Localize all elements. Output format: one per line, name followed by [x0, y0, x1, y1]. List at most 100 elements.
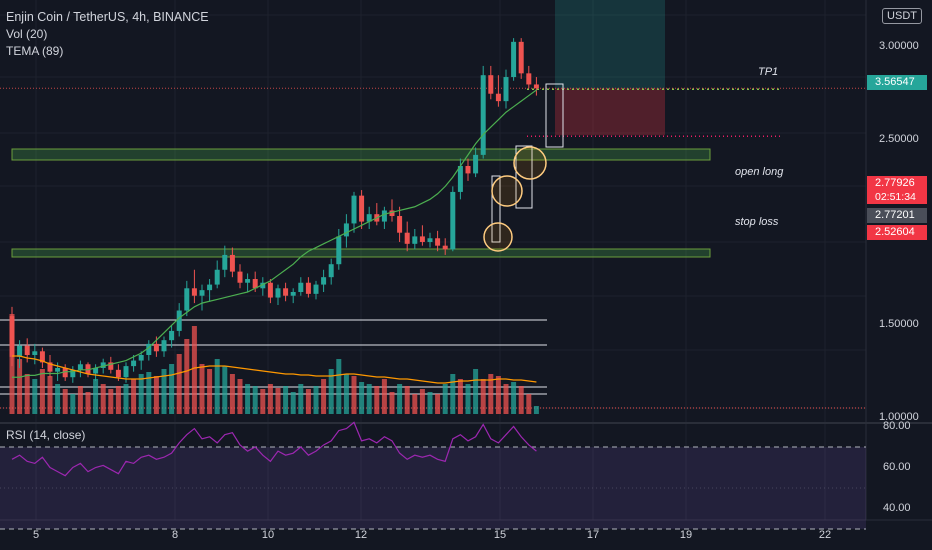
candle-body [442, 245, 448, 250]
volume-bar [32, 379, 38, 414]
volume-bar [480, 379, 486, 414]
stop-price-tag: 2.52604 [867, 225, 927, 240]
candle-body [191, 288, 197, 296]
candle-body [138, 354, 144, 361]
tp-price-tag: 3.56547 [867, 75, 927, 90]
time-tick-label: 10 [261, 529, 275, 541]
volume-ma-line [12, 355, 537, 384]
candle-body [533, 84, 539, 89]
candle-body [267, 282, 273, 298]
volume-bar [526, 394, 532, 414]
volume-bar [518, 386, 524, 414]
time-tick-label: 22 [818, 529, 832, 541]
volume-bar [199, 364, 205, 414]
currency-button[interactable]: USDT [882, 8, 922, 24]
stop-loss-label: stop loss [735, 216, 779, 228]
candlesticks [9, 38, 539, 383]
candle-body [305, 282, 311, 294]
candle-body [397, 216, 403, 233]
candle-body [450, 191, 456, 250]
candle-body [321, 277, 327, 285]
volume-bar [511, 382, 517, 414]
volume-bar [412, 394, 418, 414]
volume-bar [343, 374, 349, 414]
candle-body [70, 369, 76, 378]
candle-body [47, 362, 53, 372]
candle-body [465, 165, 471, 174]
volume-bar [450, 374, 456, 414]
volume-bar [321, 379, 327, 414]
projection-box [491, 175, 501, 243]
volume-bar [419, 389, 425, 414]
symbol-title[interactable]: Enjin Coin / TetherUS, 4h, BINANCE [6, 10, 209, 24]
candle-body [199, 290, 205, 296]
volume-bar [381, 379, 387, 414]
candle-body [153, 343, 159, 352]
volume-bar [359, 382, 365, 414]
candle-body [77, 364, 83, 370]
long-position-stop [555, 88, 665, 136]
drawing-tools[interactable] [0, 0, 866, 409]
candle-body [473, 154, 479, 174]
highlight-circle [483, 222, 513, 252]
volume-bar [267, 384, 273, 414]
volume-bar [169, 364, 175, 414]
price-tick-label: 3.00000 [879, 40, 919, 53]
price-tick-label: 1.00000 [879, 411, 919, 423]
candle-body [518, 41, 524, 74]
candle-body [328, 264, 334, 278]
volume-bar [488, 374, 494, 414]
candle-body [62, 367, 68, 378]
indicator-lines [12, 89, 537, 384]
candle-body [480, 75, 486, 155]
candle-body [146, 343, 152, 355]
rsi-indicator-label[interactable]: RSI (14, close) [6, 428, 86, 442]
volume-bar [39, 369, 45, 414]
candle-body [108, 362, 114, 370]
volume-bar [260, 389, 266, 414]
price-tick-label: 2.50000 [879, 133, 919, 146]
volume-bar [115, 386, 121, 414]
candle-body [404, 232, 410, 244]
candle-body [100, 362, 106, 368]
volume-bar [328, 369, 334, 414]
candle-body [526, 73, 532, 85]
candle-body [351, 195, 357, 224]
volume-bar [503, 384, 509, 414]
volume-bar [473, 369, 479, 414]
candle-body [184, 288, 190, 311]
rsi-tick-label: 80.00 [883, 419, 911, 432]
candle-body [343, 223, 349, 237]
candle-body [435, 238, 441, 246]
volume-bar [298, 384, 304, 414]
candle-body [359, 195, 365, 222]
volume-bar [245, 384, 251, 414]
tema-indicator-label[interactable]: TEMA (89) [6, 44, 64, 58]
candle-body [207, 284, 213, 291]
candle-body [275, 288, 281, 298]
volume-bar [93, 379, 99, 414]
price-tick-label: 1.50000 [879, 318, 919, 331]
candle-body [366, 214, 372, 222]
candle-body [222, 254, 228, 270]
candle-body [9, 316, 15, 357]
candle-body [131, 360, 137, 367]
volume-bar [161, 369, 167, 414]
volume-bar [85, 392, 91, 414]
time-tick-label: 19 [679, 529, 693, 541]
candle-body [169, 330, 175, 341]
volume-bar [176, 354, 182, 414]
volume-bar [222, 366, 228, 414]
volume-bar [62, 389, 68, 414]
volume-bar [465, 384, 471, 414]
rsi-pane[interactable] [0, 421, 866, 530]
candle-body [161, 340, 167, 352]
volume-bar [290, 392, 296, 414]
rsi-tick-label: 60.00 [883, 460, 911, 473]
volume-bar [24, 374, 30, 414]
long-position-target [555, 0, 665, 89]
candle-body [93, 367, 99, 374]
volume-indicator-label[interactable]: Vol (20) [6, 27, 48, 41]
volume-bar [17, 359, 23, 414]
